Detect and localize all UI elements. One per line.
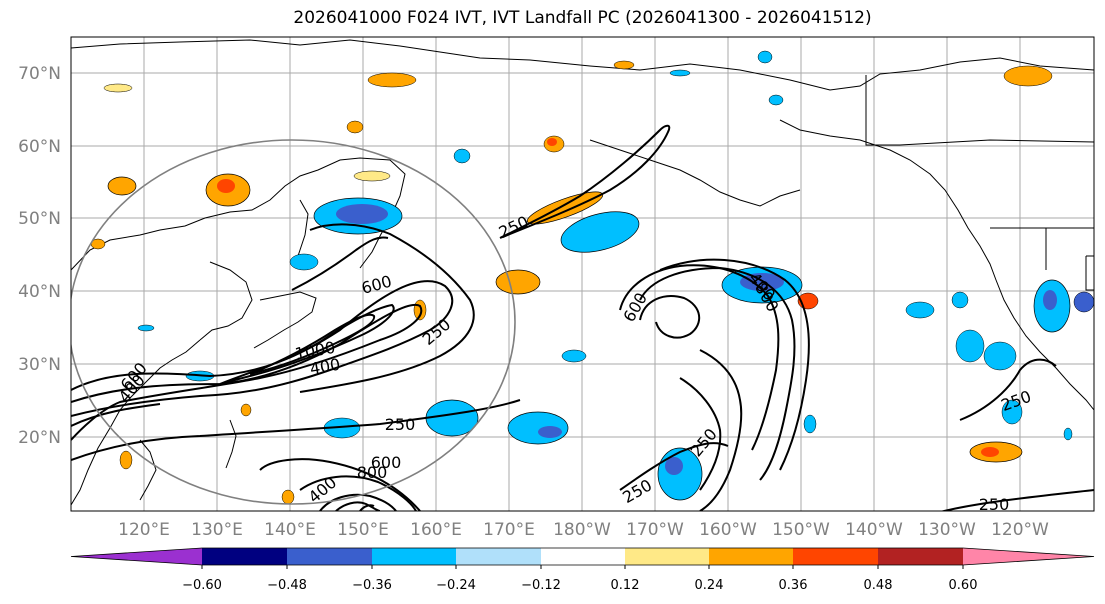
lon-label: 120°E	[118, 520, 170, 540]
contour-label: 600	[371, 453, 402, 472]
ivt-shading	[90, 50, 1094, 505]
lat-label: 30°N	[18, 355, 61, 375]
contour-label: 250	[385, 415, 416, 434]
colorbar: −0.60 −0.48 −0.36 −0.24 −0.12 0.12 0.24 0.36 0.4…	[70, 547, 1095, 593]
colorbar-tick-label: 0.48	[864, 578, 893, 593]
lat-label: 70°N	[18, 64, 61, 84]
colorbar-tick-label: 0.60	[949, 578, 978, 593]
map-frame	[70, 36, 1095, 512]
lat-label: 40°N	[18, 282, 61, 302]
colorbar-swatch	[963, 548, 1094, 565]
colorbar-swatch	[625, 548, 709, 565]
lon-label: 170°E	[483, 520, 535, 540]
lat-label: 50°N	[18, 209, 61, 229]
colorbar-swatch	[541, 548, 625, 565]
colorbar-tick-label: −0.12	[521, 578, 561, 593]
lat-label: 20°N	[18, 428, 61, 448]
colorbar-swatch	[709, 548, 793, 565]
lon-label: 150°W	[772, 520, 830, 540]
lon-label: 160°W	[699, 520, 757, 540]
colorbar-tick-label: −0.48	[267, 578, 307, 593]
lon-label: 120°W	[991, 520, 1049, 540]
lon-label: 130°E	[191, 520, 243, 540]
coastlines	[71, 39, 1094, 506]
lon-label: 130°W	[918, 520, 976, 540]
colorbar-swatches	[70, 547, 1095, 566]
map-title: 2026041000 F024 IVT, IVT Landfall PC (20…	[293, 8, 872, 28]
negative-anomalies	[137, 50, 1094, 501]
colorbar-tick-label: −0.24	[436, 578, 476, 593]
colorbar-tick-label: −0.60	[182, 578, 222, 593]
lat-label: 60°N	[18, 137, 61, 157]
lon-label: 180°W	[553, 520, 611, 540]
lon-label: 140°W	[845, 520, 903, 540]
lon-label: 140°E	[264, 520, 316, 540]
colorbar-swatch	[372, 548, 456, 565]
lon-label: 150°E	[337, 520, 389, 540]
latitude-labels: 70°N 60°N 50°N 40°N 30°N 20°N	[18, 64, 61, 448]
colorbar-swatch	[287, 548, 372, 565]
longitude-labels: 120°E 130°E 140°E 150°E 160°E 170°E 180°…	[118, 520, 1049, 540]
colorbar-tick-label: 0.24	[695, 578, 724, 593]
contour-label: 250	[979, 495, 1010, 514]
sector-circle	[71, 139, 516, 505]
lon-label: 170°W	[626, 520, 684, 540]
colorbar-tick-label: 0.36	[779, 578, 808, 593]
colorbar-swatch	[202, 548, 287, 565]
lon-label: 160°E	[410, 520, 462, 540]
colorbar-swatch	[71, 548, 202, 565]
contour-label: 800	[357, 463, 388, 482]
ivt-contours	[71, 124, 1094, 511]
colorbar-swatch	[878, 548, 963, 565]
colorbar-tick-label: 0.12	[611, 578, 640, 593]
colorbar-tick-label: −0.36	[352, 578, 392, 593]
gridlines	[71, 37, 1094, 511]
colorbar-ticks: −0.60 −0.48 −0.36 −0.24 −0.12 0.12 0.24 0.36 0.4…	[182, 565, 977, 593]
colorbar-swatch	[793, 548, 878, 565]
colorbar-swatch	[456, 548, 541, 565]
